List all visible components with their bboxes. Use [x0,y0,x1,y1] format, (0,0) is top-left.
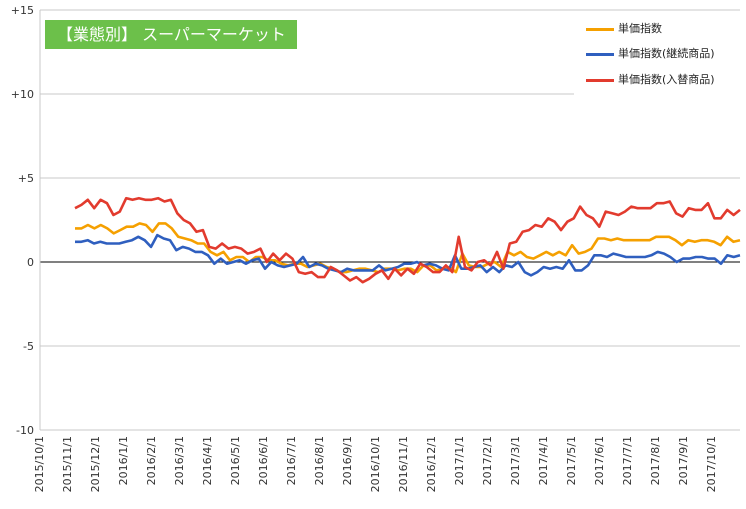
y-tick-label: +5 [18,172,34,185]
x-tick-label: 2016/10/1 [369,436,382,492]
x-tick-label: 2017/5/1 [565,436,578,485]
legend-item: 単価指数(継続商品) [586,46,715,62]
series-lines [74,196,741,284]
x-tick-label: 2016/7/1 [285,436,298,485]
legend-item: 単価指数 [586,21,662,37]
legend: 単価指数 単価指数(継続商品) 単価指数(入替商品) [574,14,746,96]
y-tick-label: -10 [16,424,34,437]
x-tick-label: 2016/6/1 [257,436,270,485]
x-tick-label: 2017/1/1 [453,436,466,485]
x-tick-label: 2016/11/1 [397,436,410,492]
y-tick-label: +15 [11,4,34,17]
x-tick-label: 2016/2/1 [145,436,158,485]
x-tick-label: 2016/12/1 [425,436,438,492]
y-tick-label: 0 [27,256,34,269]
series-line-1 [75,233,741,277]
legend-swatch-1 [586,52,614,56]
x-tick-label: 2016/1/1 [117,436,130,485]
x-tick-label: 2015/11/1 [61,436,74,492]
legend-label-2: 単価指数(入替商品) [618,73,715,86]
x-tick-label: 2016/9/1 [341,436,354,485]
x-tick-label: 2016/4/1 [201,436,214,485]
x-tick-label: 2017/7/1 [621,436,634,485]
x-tick-label: 2015/10/1 [33,436,46,492]
x-tick-label: 2017/4/1 [537,436,550,485]
x-axis-ticks: 2015/10/1 2015/11/1 2015/12/1 2016/1/1 2016/… [33,436,718,492]
chart-title: 【業態別】 スーパーマーケット [45,20,297,49]
x-tick-label: 2016/8/1 [313,436,326,485]
x-tick-label: 2015/12/1 [89,436,102,492]
legend-swatch-0 [586,27,614,31]
x-tick-label: 2017/3/1 [509,436,522,485]
series-line-2 [74,196,741,284]
y-tick-label: +10 [11,88,34,101]
x-tick-label: 2017/10/1 [705,436,718,492]
gridlines [39,9,740,431]
x-tick-label: 2017/6/1 [593,436,606,485]
y-tick-label: -5 [23,340,34,353]
x-tick-label: 2017/2/1 [481,436,494,485]
y-axis-ticks: -10 -5 0 +5 +10 +15 [11,4,34,437]
legend-swatch-2 [586,78,614,82]
legend-label-1: 単価指数(継続商品) [618,47,715,60]
x-tick-label: 2016/3/1 [173,436,186,485]
legend-item: 単価指数(入替商品) [586,72,715,88]
x-tick-label: 2017/8/1 [649,436,662,485]
legend-label-0: 単価指数 [618,22,662,35]
x-tick-label: 2016/5/1 [229,436,242,485]
x-tick-label: 2017/9/1 [677,436,690,485]
